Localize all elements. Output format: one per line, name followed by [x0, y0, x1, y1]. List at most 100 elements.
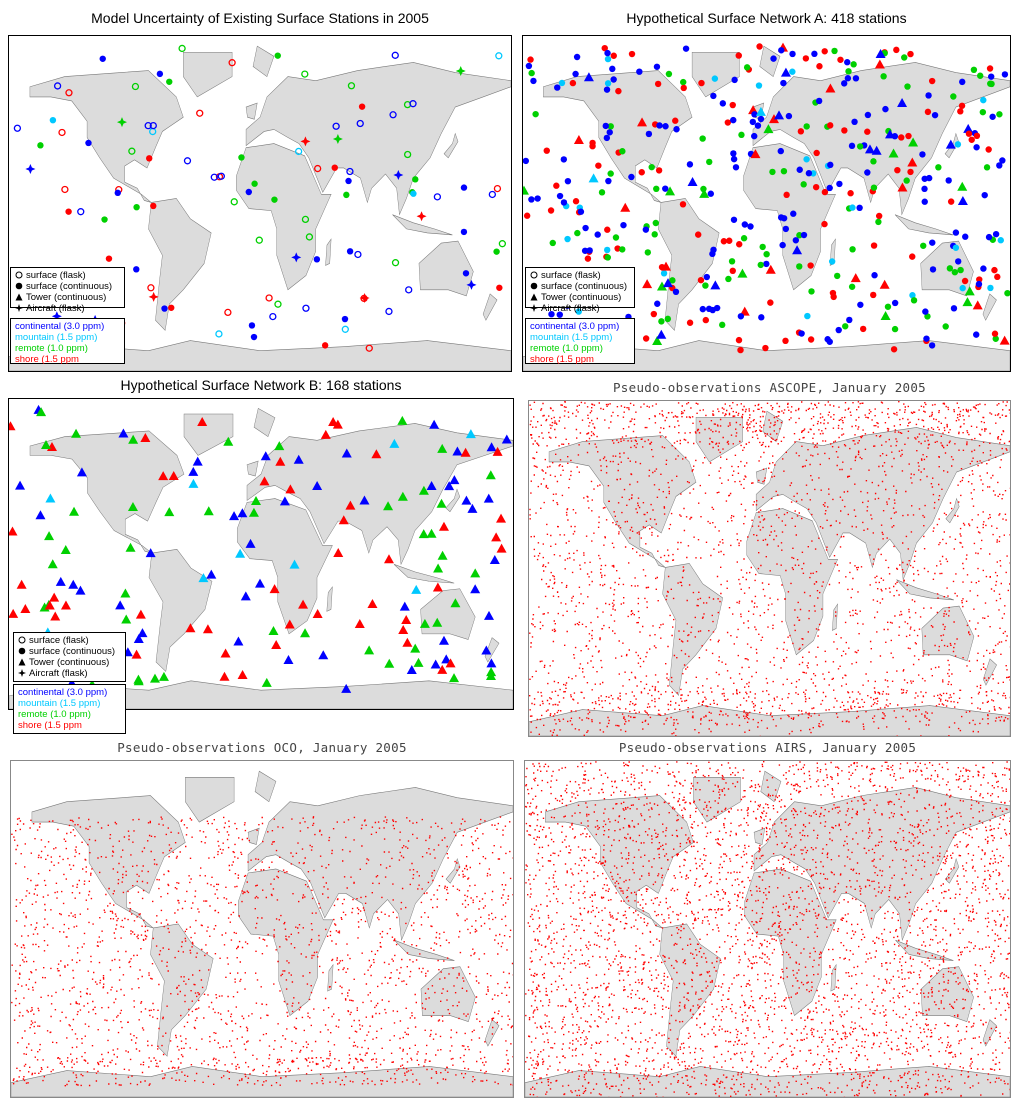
station-marker: [758, 314, 765, 321]
station-marker: [121, 614, 132, 624]
legend-label: mountain (1.5 ppm): [18, 698, 101, 709]
station-marker: [149, 121, 157, 130]
station-marker: [301, 70, 309, 78]
station-marker: [898, 134, 905, 141]
station-marker: [850, 273, 861, 283]
station-marker: [573, 134, 584, 144]
station-marker: [397, 491, 408, 501]
station-marker: [41, 439, 52, 449]
station-marker: [743, 64, 751, 71]
station-marker: [283, 655, 294, 665]
station-marker: [604, 246, 611, 254]
station-marker: [653, 185, 660, 193]
station-marker: [908, 137, 919, 147]
station-marker: [664, 315, 672, 323]
station-marker: [796, 166, 803, 173]
station-marker: [595, 162, 602, 169]
station-marker: [763, 260, 770, 268]
station-marker: [60, 544, 71, 554]
legend-entry: surface (continuous): [18, 646, 121, 657]
station-marker: [412, 176, 419, 183]
station-marker: [864, 144, 875, 154]
station-marker: [827, 122, 834, 129]
station-marker: [196, 109, 204, 117]
station-marker: [583, 72, 594, 82]
observations: [9, 404, 512, 693]
station-marker: [970, 66, 978, 74]
station-marker: [615, 87, 622, 95]
station-marker: [598, 189, 606, 196]
station-marker: [719, 100, 727, 107]
station-marker: [470, 584, 481, 594]
station-marker: [577, 208, 585, 215]
station-marker: [13, 124, 22, 132]
station-marker: [251, 496, 262, 506]
station-marker: [856, 143, 864, 150]
station-marker: [313, 256, 321, 263]
station-marker: [85, 139, 92, 147]
station-marker: [808, 288, 815, 295]
station-marker: [144, 122, 152, 130]
station-marker: [986, 65, 994, 72]
station-marker: [215, 330, 223, 338]
station-marker: [393, 170, 404, 181]
legend-label: Aircraft (flask): [29, 668, 88, 679]
station-marker: [686, 161, 694, 168]
station-marker: [909, 253, 916, 260]
station-marker: [747, 223, 754, 230]
station-marker: [269, 312, 277, 321]
station-marker: [245, 188, 252, 196]
station-marker: [864, 128, 871, 135]
station-marker: [271, 196, 278, 203]
station-marker: [924, 313, 931, 320]
station-marker: [991, 330, 999, 337]
station-marker: [192, 456, 203, 466]
station-marker: [581, 247, 589, 254]
station-marker: [410, 190, 417, 197]
station-marker: [924, 108, 932, 116]
station-marker: [77, 208, 85, 216]
station-marker: [805, 170, 813, 177]
station-marker: [875, 212, 883, 220]
station-marker: [782, 337, 789, 345]
station-marker: [450, 598, 461, 608]
station-marker: [680, 78, 687, 86]
station-marker: [957, 266, 964, 274]
station-marker: [754, 122, 762, 129]
station-marker: [645, 130, 653, 138]
station-marker: [821, 48, 828, 55]
station-marker: [992, 230, 1000, 238]
station-marker: [202, 624, 213, 634]
station-marker: [709, 250, 716, 258]
station-marker: [271, 639, 282, 649]
symbol-legend: surface (flask) surface (continuous) Tower…: [525, 267, 635, 314]
station-marker: [416, 211, 427, 222]
station-marker: [874, 59, 885, 69]
station-marker: [741, 221, 749, 228]
legend-icon: [18, 647, 26, 655]
station-marker: [905, 132, 912, 140]
station-marker: [523, 185, 529, 195]
station-marker: [354, 619, 365, 629]
station-marker: [178, 44, 186, 53]
icon: [530, 282, 538, 290]
station-marker: [114, 189, 121, 197]
station-marker: [729, 101, 736, 109]
station-marker: [343, 191, 350, 199]
station-marker: [341, 683, 352, 693]
station-marker: [663, 278, 674, 288]
station-marker: [594, 231, 601, 238]
station-marker: [980, 96, 987, 104]
station-marker: [501, 434, 512, 444]
station-marker: [950, 93, 957, 100]
station-marker: [604, 226, 611, 233]
station-marker: [564, 177, 572, 185]
station-marker: [295, 147, 303, 156]
station-marker: [762, 344, 769, 352]
station-marker: [875, 218, 882, 226]
icon: [18, 636, 26, 644]
station-marker: [426, 528, 437, 538]
station-marker: [848, 283, 856, 290]
station-marker: [789, 50, 796, 58]
station-marker: [729, 267, 736, 275]
